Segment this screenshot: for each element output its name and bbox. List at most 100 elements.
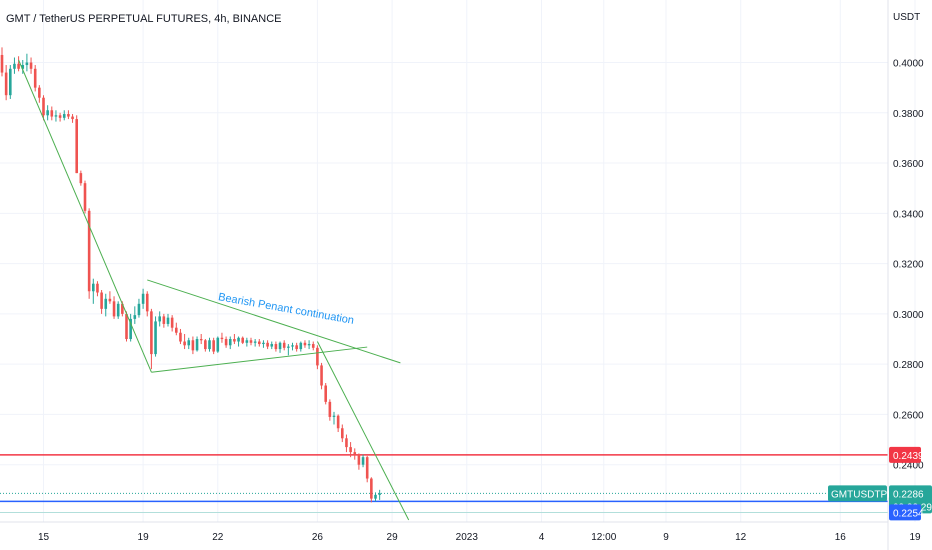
candle-body (179, 332, 182, 342)
candle-body (282, 342, 286, 348)
candle (249, 337, 253, 346)
candle (9, 65, 12, 99)
candle (258, 339, 261, 347)
candle-body (121, 303, 124, 314)
candle (378, 489, 381, 500)
candle-body (199, 339, 203, 341)
candle-body (187, 340, 191, 346)
candle-body (112, 301, 116, 317)
candle (54, 110, 58, 122)
symbol-tag[interactable]: GMTUSDTPERP (828, 485, 908, 502)
candle (145, 291, 149, 317)
candle-body (108, 298, 112, 302)
candle-body (145, 293, 149, 312)
candle-body (249, 340, 253, 343)
candle (220, 332, 224, 343)
resistance-price-tag-text: 0.2439 (893, 451, 924, 462)
candle (361, 454, 365, 468)
candle (92, 278, 95, 304)
candle (75, 115, 78, 174)
candle (204, 339, 207, 352)
pattern-annotation[interactable]: Bearish Penant continuation (217, 291, 355, 327)
candle-body (67, 114, 70, 117)
time-tick-label: 16 (835, 532, 847, 543)
candle (307, 340, 311, 350)
candle-body (365, 457, 369, 479)
candle-body (100, 292, 103, 309)
candle (370, 477, 373, 503)
time-tick-label: 15 (38, 532, 50, 543)
candle (112, 296, 116, 319)
candle (154, 316, 157, 357)
candle (129, 313, 132, 342)
candle (287, 344, 290, 356)
candle (179, 328, 182, 345)
candle-body (154, 321, 157, 355)
time-tick-label: 12:00 (591, 532, 616, 543)
candle (191, 336, 195, 355)
candle (332, 411, 336, 425)
candle-body (4, 72, 8, 96)
candle-body (83, 183, 87, 211)
candle (374, 492, 377, 502)
candle-body (162, 316, 166, 324)
candle (245, 337, 249, 347)
candle-body (336, 415, 340, 429)
chart-title: GMT / TetherUS PERPETUAL FUTURES, 4h, BI… (6, 13, 281, 25)
candle-body (29, 62, 33, 69)
candle (282, 340, 286, 351)
candle (79, 170, 83, 186)
candle-body (166, 317, 170, 324)
candle (208, 337, 211, 352)
candle-body (253, 341, 257, 343)
candle (262, 340, 265, 348)
candle-body (287, 346, 290, 348)
candle (58, 112, 62, 122)
candle (183, 333, 186, 350)
candle-body (38, 87, 41, 98)
candle (199, 333, 203, 345)
candle-body (116, 303, 120, 317)
candle-body (332, 415, 336, 417)
price-tick-label: 0.3400 (893, 209, 924, 220)
candle (224, 336, 228, 348)
candle (253, 339, 257, 347)
trendline-downtrend-leg-2[interactable] (316, 341, 410, 521)
candle (166, 313, 170, 327)
candle (291, 342, 294, 351)
candle-body (237, 337, 240, 342)
trendline-pennant-upper[interactable] (147, 279, 401, 364)
candle-body (278, 342, 282, 350)
candle (150, 308, 153, 370)
candle-body (92, 283, 95, 292)
time-tick-label: 29 (387, 532, 399, 543)
candle (216, 336, 220, 353)
price-tick-label: 0.2600 (893, 410, 924, 421)
candle (71, 114, 74, 123)
candle-body (274, 344, 278, 350)
candle (100, 290, 103, 314)
candle-body (220, 337, 224, 340)
resistance-price-tag-bg (889, 446, 921, 463)
candle-body (324, 385, 327, 402)
candle-body (328, 401, 332, 417)
candle-body (258, 341, 261, 345)
trendline-downtrend-leg-1[interactable] (18, 59, 152, 373)
candle-body (0, 54, 4, 73)
candle (195, 336, 199, 352)
candle-body (191, 340, 195, 351)
candle (116, 301, 120, 319)
candle (125, 311, 128, 342)
candle (42, 95, 45, 121)
candle (29, 57, 33, 74)
candle-body (17, 63, 20, 69)
candle (104, 293, 108, 317)
candle (17, 56, 20, 72)
candle (357, 453, 361, 470)
candle-body (320, 365, 323, 386)
candle-body (291, 345, 294, 347)
trendline-pennant-lower[interactable] (151, 346, 368, 373)
support-price-tag-text: 0.2254 (893, 508, 924, 519)
candle (241, 336, 244, 345)
